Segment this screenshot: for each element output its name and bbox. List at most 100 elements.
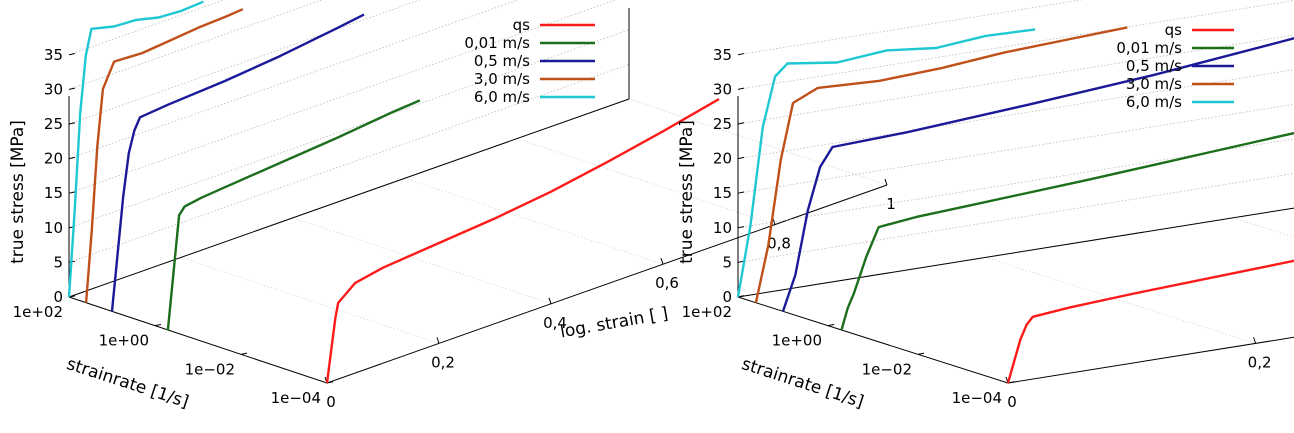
chart-right: 0510152025303500,20,40,60,811e+021e+001e… xyxy=(677,0,1294,412)
gridline xyxy=(516,138,776,225)
z-tick xyxy=(737,53,745,56)
z-tick-label: 15 xyxy=(44,184,63,202)
z-tick xyxy=(68,191,76,194)
x-tick xyxy=(548,297,552,304)
gridline xyxy=(68,0,421,125)
gridline xyxy=(985,257,1256,344)
x-tick-label: 0,8 xyxy=(767,235,791,253)
series-line-1 xyxy=(840,131,1294,331)
legend: qs0,01 m/s0,5 m/s3,0 m/s6,0 m/s xyxy=(1116,21,1234,111)
z-tick xyxy=(737,87,745,90)
x-axis-line xyxy=(1007,336,1294,384)
z-tick-label: 0 xyxy=(722,288,732,306)
z-tick xyxy=(68,53,76,56)
z-tick-label: 25 xyxy=(713,115,732,133)
z-tick-label: 25 xyxy=(44,115,63,133)
z-tick xyxy=(68,156,76,160)
legend-label: qs xyxy=(513,16,531,34)
back-floor-line xyxy=(737,207,1294,298)
gridline xyxy=(737,0,1294,90)
gridline xyxy=(68,64,630,263)
z-tick-label: 20 xyxy=(44,150,63,168)
series-group xyxy=(736,26,1294,384)
y-tick-label: 1e−02 xyxy=(185,360,235,378)
y-axis-line xyxy=(68,296,328,384)
x-tick xyxy=(1253,337,1257,344)
x-tick-label: 0,4 xyxy=(543,314,567,332)
back-floor-line xyxy=(68,98,630,298)
z-tick-label: 5 xyxy=(722,253,732,271)
series-line-0 xyxy=(325,98,720,384)
x-axis-title: log. strain [ ] xyxy=(559,304,670,343)
y-tick-label: 1e−04 xyxy=(952,389,1002,407)
axes: 0510152025303500,20,40,60,811e+021e+001e… xyxy=(677,46,1294,412)
y-tick-label: 1e−04 xyxy=(271,389,321,407)
gridline xyxy=(1233,217,1294,238)
legend-label: 0,5 m/s xyxy=(1126,57,1182,75)
x-tick-label: 0,6 xyxy=(655,274,679,292)
gridline xyxy=(68,29,630,229)
series-line-2 xyxy=(110,13,365,312)
legend-label: 6,0 m/s xyxy=(1126,93,1182,111)
y-tick-label: 1e+02 xyxy=(13,303,63,321)
legend-label: 6,0 m/s xyxy=(474,88,530,106)
y-tick-label: 1e+00 xyxy=(99,332,149,350)
x-axis-line xyxy=(326,184,888,384)
z-tick-label: 0 xyxy=(53,288,63,306)
series-line-4 xyxy=(736,28,1036,298)
x-tick-label: 0,2 xyxy=(431,353,455,371)
z-tick-label: 35 xyxy=(713,46,732,64)
gridline xyxy=(68,0,519,159)
y-tick xyxy=(827,323,835,327)
series-line-3 xyxy=(754,26,1128,303)
y-tick-label: 1e+00 xyxy=(772,332,822,350)
z-tick-label: 30 xyxy=(713,80,732,98)
z-tick-label: 15 xyxy=(713,184,732,202)
gridline xyxy=(737,0,1083,56)
z-tick xyxy=(737,122,745,125)
gridline xyxy=(68,0,226,56)
gridline xyxy=(180,257,440,344)
y-axis-title: strainrate [1/s] xyxy=(64,354,191,412)
gridline xyxy=(292,217,552,305)
series-line-4 xyxy=(67,0,204,298)
series-line-0 xyxy=(1006,259,1294,384)
legend-label: qs xyxy=(1165,21,1183,39)
y-tick-label: 1e+02 xyxy=(682,303,732,321)
z-tick xyxy=(737,191,745,194)
series-line-3 xyxy=(84,8,244,303)
axes: 0 5 10 15 20 25 30 35 0 0,2 0,4 0,6 0,8 1 1e+02 1e+00 1e… xyxy=(8,8,896,412)
x-tick xyxy=(660,258,664,265)
z-tick xyxy=(68,87,76,90)
grid xyxy=(737,0,1294,344)
z-tick xyxy=(737,156,745,160)
x-tick xyxy=(884,178,888,186)
y-tick xyxy=(240,352,248,355)
x-tick xyxy=(772,218,776,225)
legend-label: 0,01 m/s xyxy=(1116,39,1182,57)
x-tick-label: 1 xyxy=(886,195,896,213)
y-tick xyxy=(917,352,925,355)
x-tick-label: 0,2 xyxy=(1248,353,1272,371)
y-axis-title: strainrate [1/s] xyxy=(739,354,866,412)
x-tick-label: 0 xyxy=(326,393,336,411)
x-tick xyxy=(436,337,440,344)
z-tick-label: 35 xyxy=(44,46,63,64)
legend-label: 3,0 m/s xyxy=(474,70,530,88)
legend-label: 0,01 m/s xyxy=(464,34,530,52)
z-tick-label: 10 xyxy=(713,219,732,237)
series-line-2 xyxy=(781,36,1294,312)
z-tick-label: 30 xyxy=(44,80,63,98)
series-line-1 xyxy=(166,99,421,331)
y-tick-label: 1e−02 xyxy=(862,360,912,378)
y-tick xyxy=(154,323,162,327)
z-tick-label: 10 xyxy=(44,219,63,237)
legend-label: 3,0 m/s xyxy=(1126,75,1182,93)
z-tick xyxy=(737,226,745,229)
chart-left: 0 5 10 15 20 25 30 35 0 0,2 0,4 0,6 0,8 1 1e+02 1e+00 1e… xyxy=(8,0,896,412)
z-tick-label: 5 xyxy=(53,253,63,271)
legend-label: 0,5 m/s xyxy=(474,52,530,70)
series-group xyxy=(67,0,720,384)
gridline xyxy=(737,69,1294,159)
